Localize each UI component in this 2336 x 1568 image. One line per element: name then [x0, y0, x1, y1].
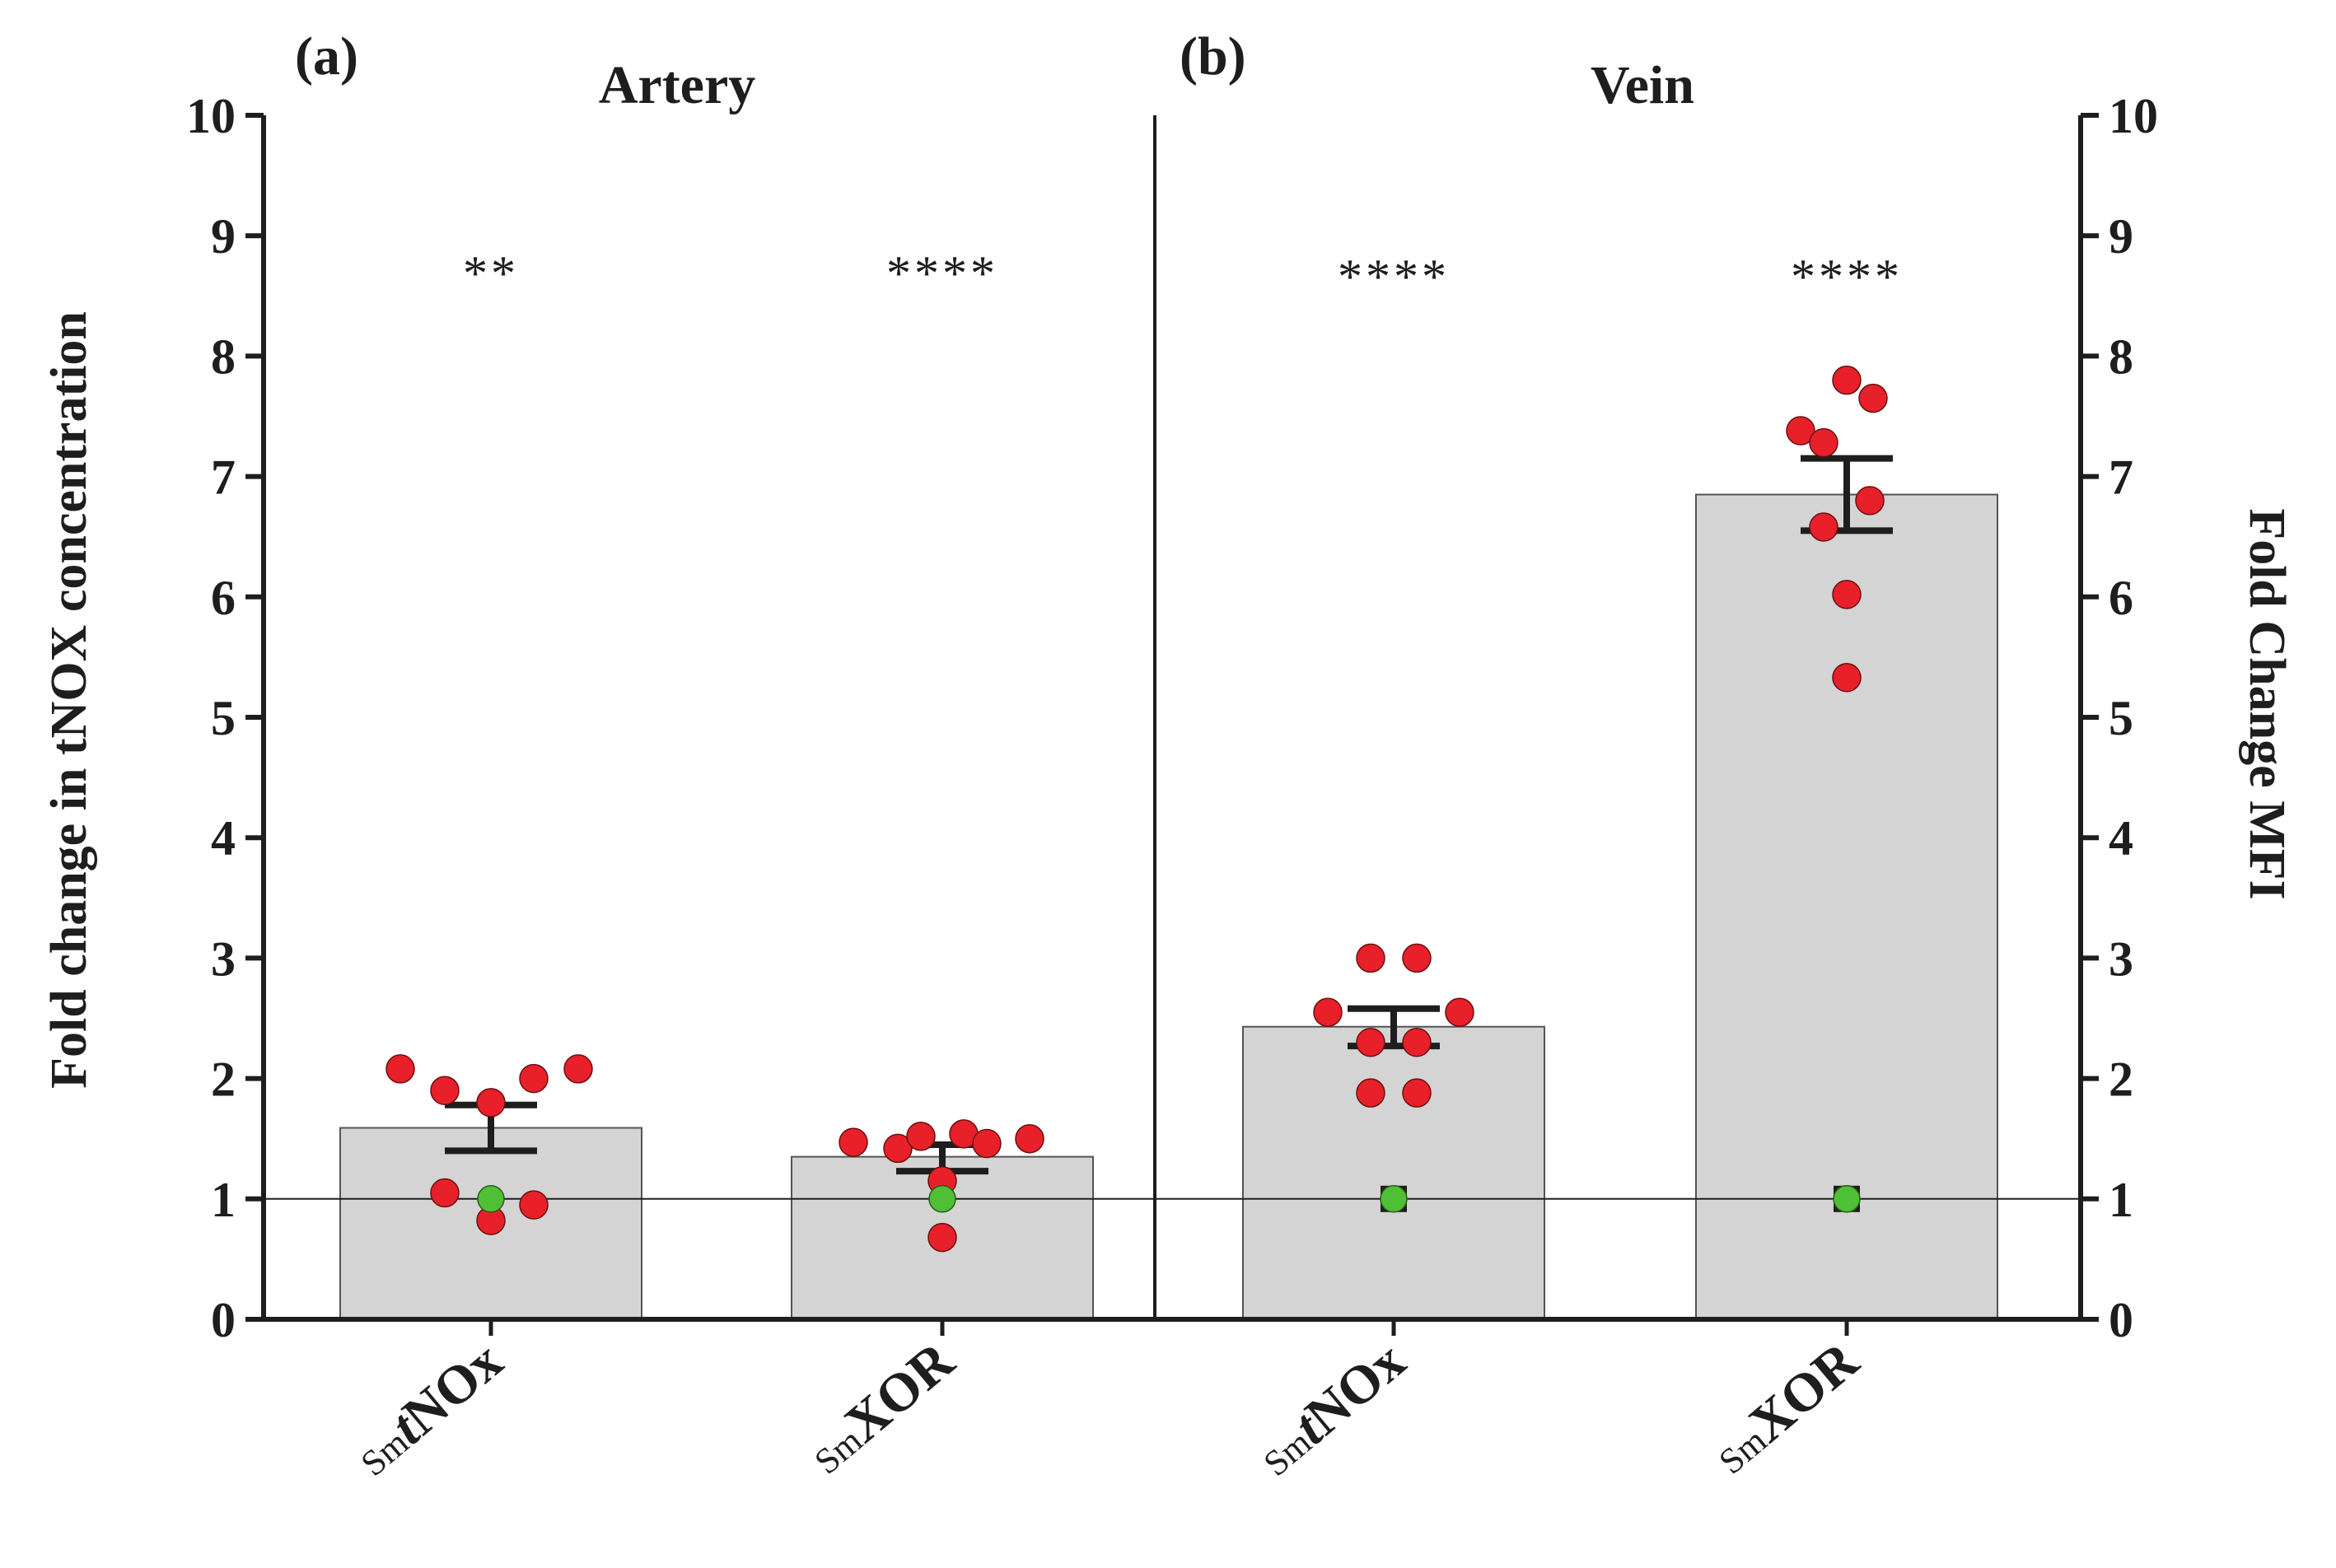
data-point	[430, 1076, 460, 1105]
data-point	[1855, 486, 1885, 516]
data-point	[1356, 943, 1385, 973]
y-axis-label-right: Fold Change MFI	[2239, 508, 2295, 899]
data-point	[1445, 997, 1474, 1027]
bars-layer	[339, 493, 1998, 1320]
data-point	[1809, 427, 1838, 458]
control-point	[477, 1185, 505, 1213]
panel-letter: (a)	[295, 26, 358, 86]
data-point	[1809, 512, 1838, 542]
data-point	[927, 1222, 957, 1253]
y-tick-label-right: 10	[2109, 89, 2158, 143]
data-point	[430, 1178, 460, 1208]
data-point	[1313, 997, 1343, 1027]
data-point	[972, 1128, 1002, 1159]
points-layer	[385, 365, 1888, 1253]
y-axis-label-left: Fold change in tNOX concentration	[41, 311, 97, 1089]
data-point	[1832, 580, 1862, 609]
control-point	[1833, 1185, 1861, 1213]
panel-title: Artery	[599, 55, 756, 115]
data-point	[1402, 1078, 1432, 1108]
data-point	[1786, 416, 1815, 446]
data-point	[1402, 1027, 1432, 1057]
data-point	[839, 1127, 868, 1157]
data-point	[1832, 365, 1862, 395]
data-point	[1858, 383, 1888, 413]
y-tick-label-left: 0	[211, 1293, 236, 1347]
y-tick-label-left: 6	[211, 571, 236, 625]
data-point	[1015, 1123, 1044, 1154]
y-tick-label-left: 7	[211, 450, 236, 505]
data-point	[883, 1133, 913, 1164]
y-tick-label-right: 8	[2109, 329, 2133, 384]
y-tick-label-left: 2	[211, 1052, 236, 1107]
data-point	[519, 1063, 549, 1094]
control-point	[1380, 1185, 1408, 1213]
y-tick-label-right: 4	[2109, 811, 2133, 866]
significance-label: ****	[1338, 250, 1450, 304]
data-point	[1356, 1027, 1385, 1057]
y-tick-label-left: 8	[211, 329, 236, 384]
data-point	[476, 1088, 506, 1118]
bar-vein-nox	[1242, 1025, 1545, 1320]
y-tick-label-right: 3	[2109, 931, 2133, 986]
axes-layer	[245, 113, 2099, 1336]
panel-letter: (b)	[1180, 26, 1246, 86]
data-point	[563, 1054, 593, 1084]
y-tick-label-left: 1	[211, 1173, 236, 1227]
y-tick-label-left: 4	[211, 811, 236, 866]
data-point	[1356, 1078, 1385, 1108]
data-point	[1832, 663, 1862, 693]
data-point	[906, 1122, 936, 1151]
control-point	[928, 1185, 956, 1213]
y-tick-label-left: 5	[211, 691, 236, 745]
y-tick-label-left: 3	[211, 931, 236, 986]
y-tick-label-left: 9	[211, 209, 236, 264]
y-tick-label-right: 6	[2109, 571, 2133, 625]
data-point	[1402, 943, 1432, 973]
y-tick-label-left: 10	[186, 89, 236, 143]
y-tick-label-right: 7	[2109, 450, 2133, 505]
panel-title: Vein	[1591, 55, 1694, 115]
y-tick-label-right: 9	[2109, 209, 2133, 264]
significance-label: ****	[886, 246, 998, 301]
data-point	[385, 1054, 415, 1084]
significance-label: ****	[1791, 250, 1903, 304]
y-tick-label-right: 5	[2109, 691, 2133, 745]
bar-vein-xor	[1695, 493, 1998, 1320]
y-tick-label-right: 0	[2109, 1293, 2133, 1347]
significance-label: **	[463, 246, 519, 301]
y-tick-label-right: 1	[2109, 1173, 2133, 1227]
y-tick-label-right: 2	[2109, 1052, 2133, 1107]
data-point	[519, 1190, 549, 1220]
